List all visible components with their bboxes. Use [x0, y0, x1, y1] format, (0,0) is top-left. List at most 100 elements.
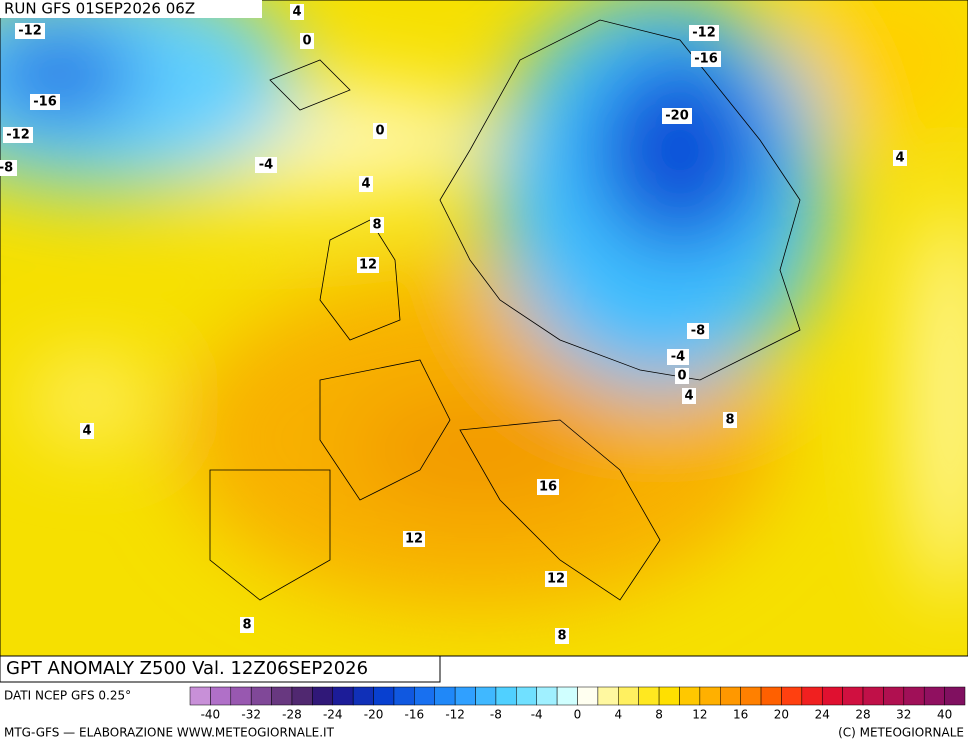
contour-label: -4: [671, 350, 685, 365]
label-bg: [290, 4, 304, 20]
map-frame: [0, 0, 968, 657]
label-bg: [537, 479, 559, 495]
color-swatch: [720, 686, 741, 706]
colorbar-tick-label: 4: [614, 708, 622, 722]
color-swatch: [842, 686, 864, 706]
contour-label: 4: [292, 5, 301, 20]
color-swatch: [944, 686, 966, 706]
colorbar-tick-label: -4: [531, 708, 543, 722]
colorbar-tick-label: 0: [574, 708, 582, 722]
label-bg: [30, 94, 60, 110]
label-bg: [15, 23, 45, 39]
color-swatch: [495, 686, 517, 706]
contour-label: 12: [359, 258, 377, 273]
contour-label: 4: [895, 151, 904, 166]
contour-label: 8: [372, 218, 381, 233]
contour-label: 8: [725, 413, 734, 428]
label-bg: [723, 412, 737, 428]
label-bg: [359, 176, 373, 192]
color-swatch: [352, 686, 374, 706]
title-box: [0, 655, 441, 683]
color-swatch: [679, 686, 701, 706]
contour-label: 16: [539, 480, 557, 495]
contour-label: 12: [405, 532, 423, 547]
credit-right: (C) METEOGIORNALE: [838, 726, 964, 740]
color-swatch: [516, 686, 537, 706]
contour-label: 12: [547, 572, 565, 587]
label-bg: [370, 217, 384, 233]
label-bg: [675, 368, 689, 384]
run-label: RUN GFS 01SEP2026 06Z: [4, 0, 195, 18]
colorbar-tick-label: 12: [692, 708, 707, 722]
colorbar-tick-label: -12: [445, 708, 465, 722]
map-field: [0, 0, 968, 656]
coastlines: [209, 19, 801, 601]
color-swatch: [414, 686, 435, 706]
label-bg: [555, 628, 569, 644]
colorbar: -40 -32 -28 -24 -20 -16 -12 -8 -4 0 4 8 12 16 20 24 28 32…: [189, 686, 966, 722]
colorbar-tick-label: -32: [241, 708, 261, 722]
label-bg: [357, 257, 379, 273]
color-swatch: [801, 686, 823, 706]
contour-label: -12: [6, 128, 30, 143]
contour-label: -16: [694, 52, 718, 67]
color-swatch: [434, 686, 456, 706]
label-bg: [691, 51, 721, 67]
label-bg: [373, 123, 387, 139]
label-bg: [545, 571, 567, 587]
colorbar-tick-label: 20: [774, 708, 789, 722]
color-swatch: [210, 686, 232, 706]
colorbar-tick-label: -40: [201, 708, 221, 722]
label-bg: [240, 617, 254, 633]
colorbar-tick-label: -16: [405, 708, 425, 722]
color-swatch: [393, 686, 415, 706]
label-bg: [687, 323, 709, 339]
label-bg: [3, 127, 33, 143]
contour-label: -20: [665, 109, 689, 124]
color-swatch: [577, 686, 599, 706]
label-bg: [662, 108, 692, 124]
colorbar-tick-label: 8: [655, 708, 663, 722]
color-swatch: [271, 686, 293, 706]
contour-label: 4: [684, 389, 693, 404]
label-bg: [682, 388, 696, 404]
label-bg: [893, 150, 907, 166]
color-swatch: [862, 686, 884, 706]
contour-label: -12: [18, 24, 42, 39]
label-bg: [0, 160, 17, 176]
contour-label: -8: [691, 324, 705, 339]
color-swatch: [781, 686, 803, 706]
contour-labels: 40-12-16-12-80-44812-12-16-204-8-4048416…: [0, 4, 907, 644]
color-swatch: [821, 686, 843, 706]
color-swatch: [760, 686, 782, 706]
color-swatch: [556, 686, 578, 706]
colorbar-tick-label: -28: [282, 708, 302, 722]
color-swatch: [740, 686, 762, 706]
color-swatch: [373, 686, 395, 706]
contour-label: -8: [0, 161, 13, 176]
contour-label: 4: [361, 177, 370, 192]
map-title: GPT ANOMALY Z500 Val. 12Z06SEP2026: [6, 658, 368, 679]
color-swatch: [332, 686, 354, 706]
contour-label: 0: [302, 34, 311, 49]
color-swatch: [618, 686, 639, 706]
contour-label: -12: [692, 26, 716, 41]
color-swatch: [903, 686, 925, 706]
color-swatch: [923, 686, 945, 706]
credit-left: MTG-GFS — ELABORAZIONE WWW.METEOGIORNALE…: [4, 726, 335, 740]
contour-label: 8: [242, 618, 251, 633]
source-label: DATI NCEP GFS 0.25°: [4, 689, 131, 703]
colorbar-tick-label: -24: [323, 708, 343, 722]
color-swatch: [597, 686, 619, 706]
label-bg: [300, 33, 314, 49]
contour-label: -16: [33, 95, 57, 110]
contour-label: -4: [259, 158, 273, 173]
colorbar-tick-label: 24: [815, 708, 830, 722]
color-swatch: [658, 686, 680, 706]
color-swatch: [230, 686, 252, 706]
label-bg: [255, 157, 277, 173]
label-bg: [667, 349, 689, 365]
color-swatch: [189, 686, 211, 706]
